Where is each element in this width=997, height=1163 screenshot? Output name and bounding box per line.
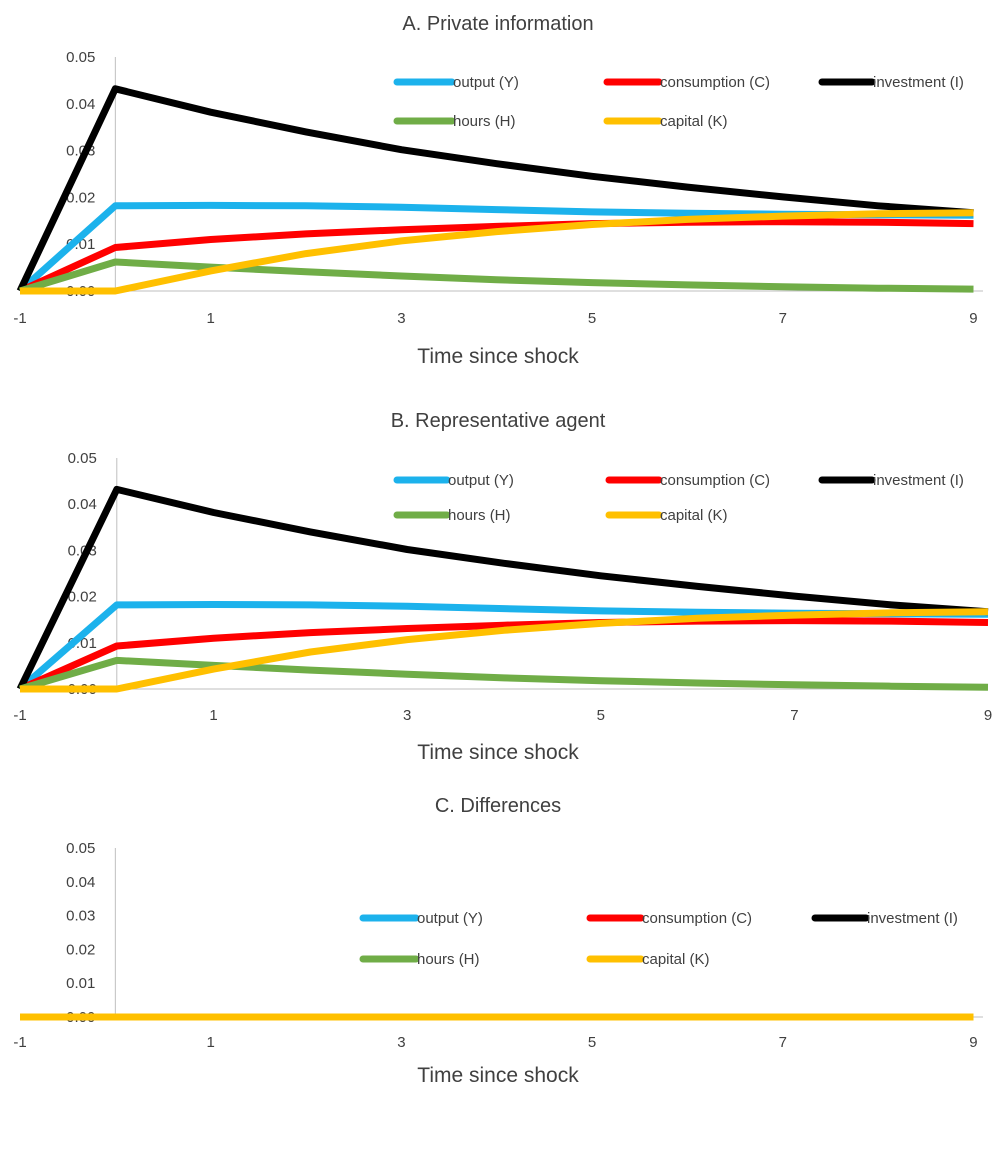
legend-label-capital: capital (K)	[660, 507, 728, 524]
legend-label-output: output (Y)	[417, 910, 483, 927]
x-tick-label: -1	[13, 310, 26, 327]
x-tick-label: 1	[209, 707, 217, 724]
series-line-consumption	[18, 218, 974, 295]
y-tick-label: 0.04	[66, 96, 95, 113]
x-tick-label: 1	[207, 310, 215, 327]
chart-title: B. Representative agent	[391, 410, 606, 432]
legend-label-investment: investment (I)	[867, 910, 958, 927]
legend-label-hours: hours (H)	[453, 113, 516, 130]
series-line-consumption	[18, 617, 989, 693]
legend-label-consumption: consumption (C)	[642, 910, 752, 927]
x-tick-label: 7	[790, 707, 798, 724]
x-tick-label: 7	[779, 310, 787, 327]
series-line-capital	[20, 209, 974, 295]
series-line-hours	[19, 656, 989, 693]
x-tick-label: 9	[969, 310, 977, 327]
chart-b-svg: B. Representative agent0.000.010.020.030…	[13, 410, 992, 764]
y-tick-label: 0.02	[66, 941, 95, 958]
x-tick-label: 5	[597, 707, 605, 724]
x-axis-title: Time since shock	[417, 1064, 579, 1087]
series-line-investment	[16, 85, 974, 293]
x-tick-label: 1	[207, 1034, 215, 1051]
chart-title: A. Private information	[402, 13, 593, 35]
legend-label-capital: capital (K)	[642, 951, 710, 968]
y-tick-label: 0.02	[68, 589, 97, 606]
legend-label-investment: investment (I)	[873, 472, 964, 489]
x-tick-label: 3	[397, 1034, 405, 1051]
legend-label-output: output (Y)	[453, 74, 519, 91]
y-tick-label: 0.04	[68, 496, 97, 513]
y-tick-label: 0.03	[66, 908, 95, 925]
chart-panel-a: A. Private information 0.00 0.01 0.02 0.03 0.…	[0, 0, 997, 380]
chart-a-svg: A. Private information0.000.010.020.030.…	[13, 13, 983, 368]
x-tick-label: -1	[13, 1034, 26, 1051]
x-tick-label: 5	[588, 310, 596, 327]
series-line-investment	[16, 485, 989, 691]
legend-label-hours: hours (H)	[448, 507, 511, 524]
y-tick-label: 0.05	[68, 450, 97, 467]
x-tick-label: 3	[403, 707, 411, 724]
y-tick-label: 0.04	[66, 874, 95, 891]
x-tick-label: 7	[779, 1034, 787, 1051]
legend-label-hours: hours (H)	[417, 951, 480, 968]
y-tick-label: 0.02	[66, 189, 95, 206]
x-tick-label: 5	[588, 1034, 596, 1051]
legend-label-consumption: consumption (C)	[660, 472, 770, 489]
legend-label-capital: capital (K)	[660, 113, 728, 130]
x-tick-label: 9	[969, 1034, 977, 1051]
legend-label-consumption: consumption (C)	[660, 74, 770, 91]
series-line-capital	[20, 608, 989, 693]
series-line-hours	[18, 258, 974, 295]
x-axis-title: Time since shock	[417, 741, 579, 764]
y-tick-label: 0.01	[66, 975, 95, 992]
x-tick-label: 9	[984, 707, 992, 724]
y-tick-label: 0.05	[66, 49, 95, 66]
legend-label-output: output (Y)	[448, 472, 514, 489]
chart-panel-b: B. Representative agent 0.00 0.01 0.02 0.03 0…	[0, 395, 997, 770]
legend-label-investment: investment (I)	[873, 74, 964, 91]
chart-panel-c: C. Differences 0.00 0.01 0.02 0.03 0.04 0.05 -1…	[0, 780, 997, 1163]
x-tick-label: -1	[13, 707, 26, 724]
x-axis-title: Time since shock	[417, 345, 579, 368]
x-tick-label: 3	[397, 310, 405, 327]
chart-title: C. Differences	[435, 795, 561, 817]
y-tick-label: 0.05	[66, 840, 95, 857]
chart-c-svg: C. Differences0.000.010.020.030.040.05-1…	[13, 795, 983, 1087]
